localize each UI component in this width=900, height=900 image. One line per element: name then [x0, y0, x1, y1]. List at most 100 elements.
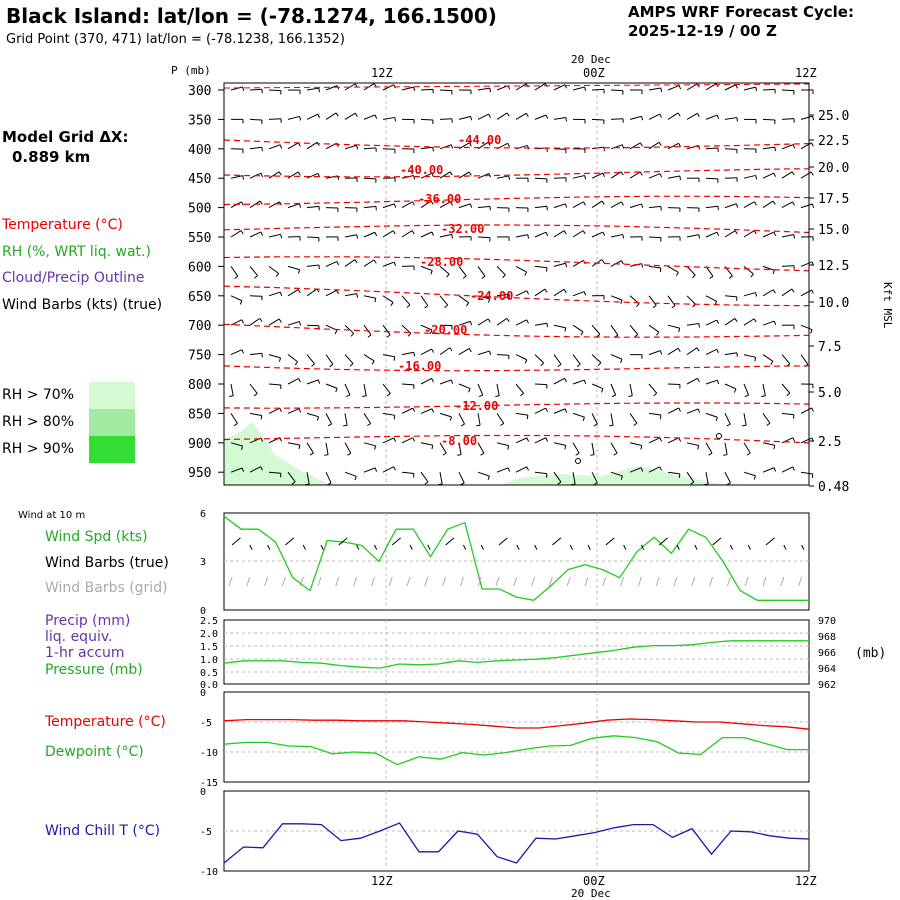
wind-spd-label: Wind Spd (kts) — [45, 529, 148, 545]
surface-wind-barb-grid — [566, 576, 571, 587]
wind-barb — [401, 471, 415, 478]
isotherm-label: -24.00 — [470, 289, 513, 303]
axis-tick: 970 — [818, 616, 836, 627]
wind-barb — [743, 201, 757, 209]
wind-barb — [781, 412, 795, 419]
isotherm-line — [223, 285, 809, 307]
wind-barb — [363, 147, 377, 152]
wind-barb — [648, 324, 660, 336]
wind10m-title: Wind at 10 m — [18, 510, 86, 521]
wind-barb — [344, 207, 358, 213]
surface-wind-barb-grid — [246, 576, 251, 587]
wind-barb — [401, 201, 415, 209]
surface-wind-barb-grid — [459, 576, 464, 587]
wind-barb — [705, 319, 720, 326]
pressure-tick: 350 — [188, 113, 211, 128]
wind-barb — [344, 471, 357, 481]
surface-wind-barb-grid — [477, 576, 482, 587]
surface-wind-barb — [640, 544, 645, 550]
p-axis-title: P (mb) — [171, 64, 211, 77]
wind-barb — [515, 437, 530, 444]
wind-barb — [534, 437, 549, 444]
wind-barb — [743, 471, 756, 480]
wind-barb — [761, 383, 766, 398]
wind-barb — [401, 230, 415, 238]
axis-tick: 962 — [818, 680, 836, 691]
wind-barb — [306, 87, 320, 93]
legend-cloud: Cloud/Precip Outline — [2, 270, 145, 286]
pressure-tick: 650 — [188, 290, 211, 305]
wind-barb — [800, 142, 814, 150]
surface-wind-barb — [498, 537, 508, 546]
wind-barb — [477, 471, 490, 481]
wind-barb — [477, 383, 484, 398]
wind-barb — [439, 347, 453, 356]
wind-barb — [420, 146, 434, 152]
precip-label: Precip (mm) — [45, 613, 131, 629]
wind-barb — [743, 354, 757, 362]
wind-barb — [325, 112, 339, 120]
wind-barb — [743, 292, 758, 297]
isotherm-line — [223, 139, 810, 149]
wind-barb — [572, 354, 581, 368]
wind-barb — [249, 118, 263, 125]
wind-barb — [705, 177, 719, 183]
wind-barb — [230, 295, 243, 305]
wind-barb — [477, 350, 492, 356]
wind-barb — [553, 408, 568, 414]
wind-barb — [610, 383, 617, 398]
wind-barb — [591, 231, 606, 238]
rh70-label: RH > 70% — [2, 387, 75, 403]
wind-barb — [401, 265, 415, 271]
wind-barb — [800, 437, 815, 444]
wind-barb — [249, 412, 263, 420]
wind-barb — [363, 413, 372, 427]
wind-barb — [648, 265, 662, 273]
surface-wind-barb — [534, 544, 538, 550]
wind-barb — [781, 201, 795, 209]
wind-barb — [610, 201, 624, 209]
wind-chill-line — [223, 822, 810, 864]
wind-barb — [628, 383, 633, 398]
dewpoint-label: Dewpoint (°C) — [45, 744, 144, 760]
wind-barb — [230, 319, 244, 326]
pressure-line — [223, 640, 809, 669]
wind-barb — [363, 114, 378, 120]
wind-barb — [515, 234, 530, 239]
wind-barb — [382, 203, 397, 209]
wind-barb — [287, 203, 302, 209]
axis-tick: 0 — [200, 787, 206, 798]
wind-barb — [496, 175, 511, 180]
wind-barb — [287, 471, 296, 485]
wind-barb — [382, 383, 391, 397]
wind-barb — [401, 383, 415, 389]
temperature-label: Temperature (°C) — [45, 714, 166, 730]
surface-wind-barb-grid — [299, 576, 304, 587]
wind-barb — [496, 236, 510, 241]
wind-barb — [420, 172, 435, 179]
wind-barb — [648, 437, 663, 444]
wind-barb — [325, 413, 333, 427]
wind-barb — [667, 175, 682, 181]
wind-barb — [496, 413, 505, 426]
wind-barb — [515, 207, 529, 212]
wind-barb — [420, 265, 433, 275]
wind-barb — [667, 112, 681, 120]
wind-barb — [515, 466, 529, 473]
wind-barb — [477, 442, 485, 456]
wind-chill-label: Wind Chill T (°C) — [45, 823, 161, 839]
wind-barb — [591, 354, 602, 366]
wind-barb — [268, 89, 282, 95]
surface-wind-barb — [783, 544, 787, 550]
wind-barb — [287, 89, 301, 95]
wind-barb — [686, 177, 700, 183]
wind-barb — [230, 118, 244, 124]
wind-barb — [420, 295, 429, 309]
wind-barb — [344, 354, 354, 367]
wind-barb — [572, 86, 587, 92]
wind-barb — [249, 146, 263, 152]
wind-barb — [420, 324, 433, 334]
wind-barb — [344, 324, 355, 337]
wind-barb — [515, 354, 528, 364]
wind-barb — [420, 231, 435, 238]
